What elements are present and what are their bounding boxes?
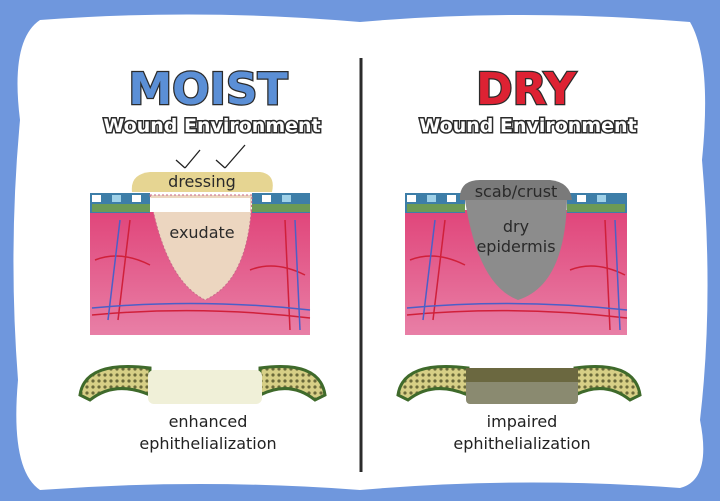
epithelial-tissue-illustration [396,365,642,404]
epidermis-cells [405,193,627,213]
scab-label: scab/crust [475,182,558,201]
dressing-label: dressing [168,172,236,191]
dressing [131,172,273,192]
moist-caption-line1: enhanced [169,412,248,431]
moist-title: MOIST [128,64,287,115]
moist-caption-line2: ephithelialization [139,434,276,453]
exudate-label: exudate [169,223,234,242]
arrow-icon [175,144,246,169]
dry-label: dry [503,217,529,236]
exudate-area [149,194,253,301]
epithelial-tissue-illustration [78,365,327,404]
dry-panel: DRY Wound Environment scab/crust dry epi… [396,63,642,453]
scab [460,180,572,200]
dry-caption-line2: ephithelialization [453,434,590,453]
dry-epidermis-area [465,200,567,300]
dry-title: DRY [476,64,577,115]
epidermis-label: epidermis [476,237,555,256]
epidermis-cells [90,193,310,213]
dry-subtitle: Wound Environment [419,115,636,137]
dry-caption-line1: impaired [487,412,558,431]
moist-subtitle: Wound Environment [103,115,320,137]
moist-panel: MOIST Wound Environment dressing exudate [78,63,327,453]
